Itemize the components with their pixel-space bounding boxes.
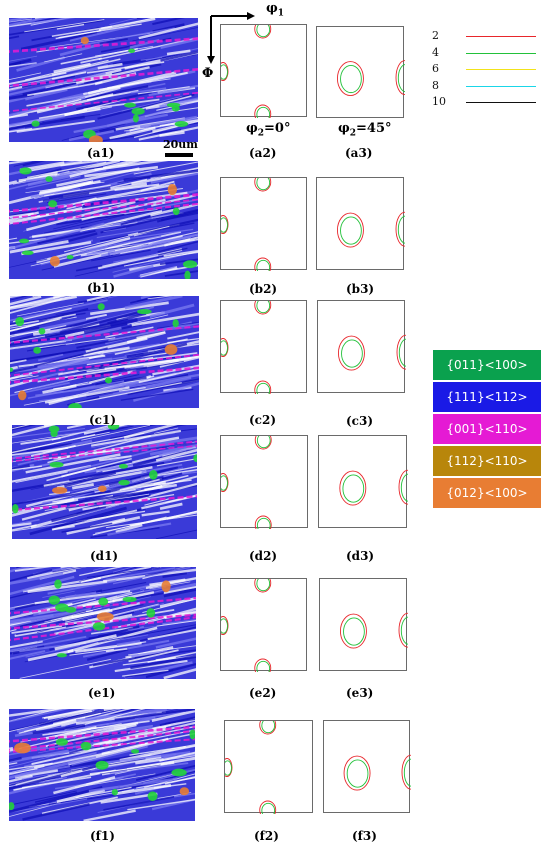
ebsd-map-a1 [9, 18, 198, 142]
odf-f3 [323, 720, 411, 813]
texture-component-swatch: {011}<100> [433, 350, 541, 380]
contour-level-swatch [466, 36, 536, 37]
caption-c2: (c2) [249, 413, 277, 427]
caption-b3: (b3) [346, 282, 375, 296]
caption-f2: (f2) [254, 829, 279, 843]
caption-d1: (d1) [90, 549, 119, 563]
texture-component-swatch: {112}<110> [433, 446, 541, 476]
caption-a3: (a3) [345, 146, 373, 160]
odf-e2 [220, 578, 307, 672]
ebsd-map-b1 [9, 161, 198, 279]
texture-component-swatch: {001}<110> [433, 414, 541, 444]
caption-a1: (a1) [87, 146, 115, 160]
scale-bar [165, 153, 193, 157]
ebsd-map-d1 [12, 425, 197, 539]
odf-e3 [319, 578, 408, 671]
contour-level-swatch [466, 52, 536, 54]
odf-f2 [224, 720, 313, 814]
ebsd-map-f1 [9, 709, 195, 821]
odf-c2 [220, 300, 307, 394]
odf-b3 [316, 177, 405, 270]
caption-e2: (e2) [249, 686, 277, 700]
Phi-axis-label: Φ [202, 66, 214, 81]
section-label-phi2-45: φ2=45° [338, 121, 392, 139]
odf-d2 [220, 435, 308, 529]
contour-level-label: 4 [432, 45, 439, 59]
caption-c1: (c1) [89, 413, 117, 427]
texture-component-swatch: {111}<112> [433, 382, 541, 412]
caption-f1: (f1) [90, 829, 115, 843]
contour-level-label: 6 [432, 62, 439, 75]
caption-f3: (f3) [352, 829, 377, 843]
section-label-phi2-0: φ2=0° [246, 121, 291, 139]
caption-b1: (b1) [87, 281, 116, 295]
odf-a3 [316, 26, 405, 118]
phi1-axis-label: φ1 [266, 1, 285, 19]
caption-d2: (d2) [249, 549, 278, 563]
ebsd-map-c1 [10, 296, 199, 408]
odf-axes-arrows [207, 12, 255, 64]
texture-component-swatch: {012}<100> [433, 478, 541, 508]
caption-b2: (b2) [249, 282, 278, 296]
odf-a2 [220, 24, 307, 118]
caption-e3: (e3) [346, 686, 374, 700]
contour-level-swatch [466, 85, 536, 87]
odf-d3 [318, 435, 408, 528]
caption-a2: (a2) [249, 146, 277, 160]
contour-level-label: 10 [432, 95, 446, 108]
scale-bar-label: 20um [163, 138, 198, 151]
caption-d3: (d3) [346, 549, 375, 563]
ebsd-map-e1 [10, 567, 196, 679]
odf-b2 [220, 177, 307, 271]
contour-level-label: 8 [432, 78, 439, 92]
contour-level-label: 2 [432, 29, 439, 42]
caption-e1: (e1) [88, 686, 116, 700]
contour-level-swatch [466, 69, 536, 70]
caption-c3: (c3) [346, 414, 374, 428]
contour-level-swatch [466, 102, 536, 103]
odf-c3 [317, 300, 406, 393]
